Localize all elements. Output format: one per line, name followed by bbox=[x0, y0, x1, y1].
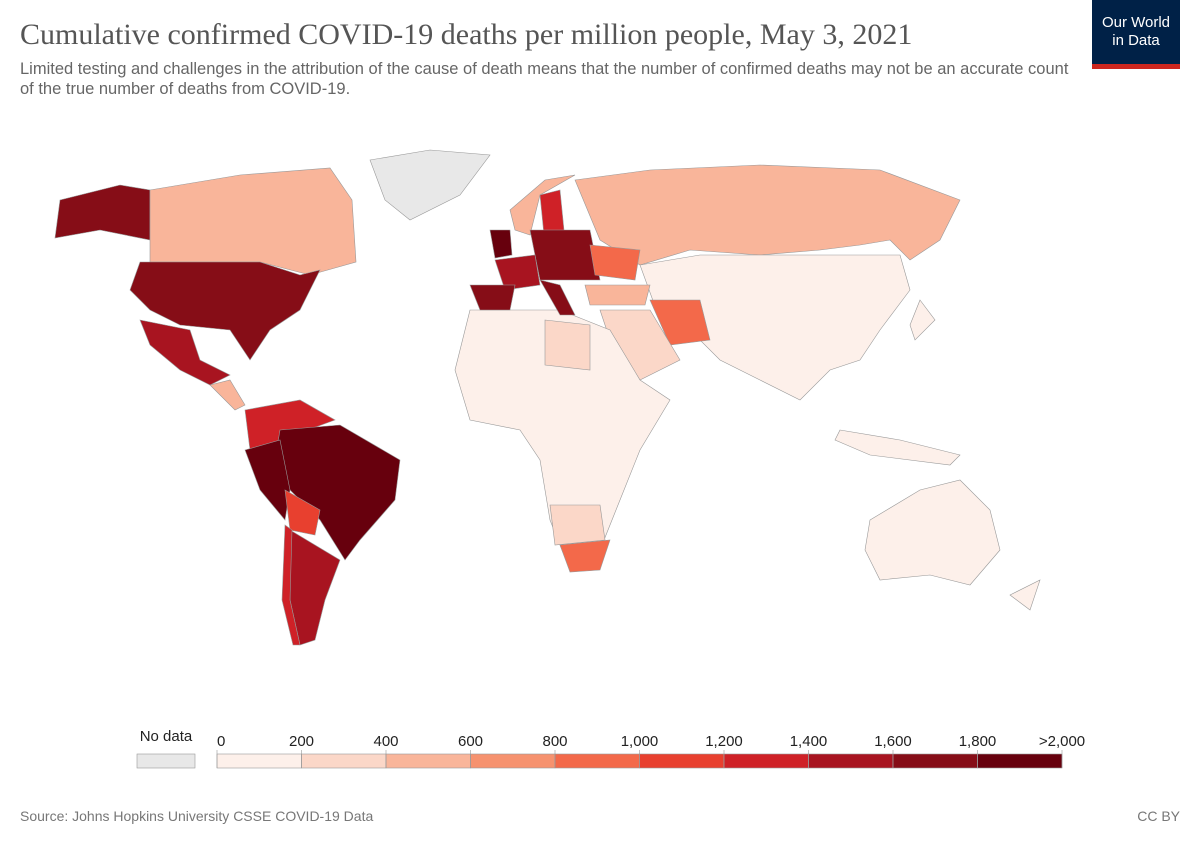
map-area: No data 0 200 400 600 800 1,000 1,200 1,400 1,60… bbox=[54, 149, 1085, 769]
legend-tick-label: 400 bbox=[373, 733, 398, 750]
country[interactable] bbox=[54, 184, 151, 241]
country[interactable] bbox=[289, 529, 341, 646]
legend-label: No data bbox=[140, 728, 193, 745]
legend-tick-label: 1,000 bbox=[621, 733, 659, 750]
country[interactable] bbox=[139, 319, 231, 386]
country[interactable] bbox=[469, 284, 516, 311]
country[interactable] bbox=[574, 164, 961, 266]
country[interactable] bbox=[584, 284, 651, 306]
legend-tick-label: 1,400 bbox=[790, 733, 828, 750]
logo[interactable]: Our World in Data bbox=[1092, 0, 1180, 69]
legend-swatch bbox=[136, 753, 196, 769]
country[interactable] bbox=[369, 149, 491, 221]
legend-bin bbox=[216, 753, 302, 769]
legend-bin bbox=[892, 753, 978, 769]
logo-line: Our World bbox=[1101, 14, 1171, 31]
country[interactable] bbox=[281, 524, 301, 646]
country[interactable] bbox=[209, 379, 246, 411]
title: Cumulative confirmed COVID-19 deaths per… bbox=[20, 18, 913, 51]
legend-tick-label: 1,800 bbox=[959, 733, 997, 750]
country[interactable] bbox=[529, 229, 601, 281]
country[interactable] bbox=[649, 299, 711, 346]
country[interactable] bbox=[544, 319, 591, 371]
legend-tick-label: 800 bbox=[542, 733, 567, 750]
legend-tick-label: 1,600 bbox=[874, 733, 912, 750]
subtitle: Limited testing and challenges in the at… bbox=[20, 60, 1069, 98]
legend-bin bbox=[385, 753, 471, 769]
legend-bin bbox=[554, 753, 640, 769]
country[interactable] bbox=[489, 229, 513, 259]
legend-tick-label: >2,000 bbox=[1039, 733, 1085, 750]
legend-bin bbox=[977, 753, 1063, 769]
country[interactable] bbox=[834, 429, 961, 466]
country[interactable] bbox=[284, 489, 321, 536]
legend-tick-label: 0 bbox=[217, 733, 225, 750]
legend: No data 0 200 400 600 800 1,000 1,200 1,400 1,60… bbox=[136, 728, 1085, 769]
legend-bin bbox=[723, 753, 809, 769]
country[interactable] bbox=[494, 254, 541, 291]
country[interactable] bbox=[129, 261, 321, 361]
source: Source: Johns Hopkins University CSSE CO… bbox=[20, 808, 374, 824]
country[interactable] bbox=[589, 244, 641, 281]
legend-bin bbox=[639, 753, 725, 769]
world-map bbox=[54, 149, 1041, 646]
country[interactable] bbox=[864, 479, 1001, 586]
legend-bin bbox=[470, 753, 556, 769]
country[interactable] bbox=[149, 167, 357, 276]
country[interactable] bbox=[909, 299, 936, 341]
license: CC BY bbox=[1137, 808, 1180, 824]
legend-bin bbox=[301, 753, 387, 769]
legend-tick-label: 1,200 bbox=[705, 733, 743, 750]
legend-tick-label: 600 bbox=[458, 733, 483, 750]
country[interactable] bbox=[549, 504, 606, 546]
country[interactable] bbox=[559, 539, 611, 573]
country[interactable] bbox=[1009, 579, 1041, 611]
logo-line: in Data bbox=[1112, 32, 1160, 49]
legend-tick-label: 200 bbox=[289, 733, 314, 750]
legend-bin bbox=[808, 753, 894, 769]
country[interactable] bbox=[539, 279, 576, 316]
